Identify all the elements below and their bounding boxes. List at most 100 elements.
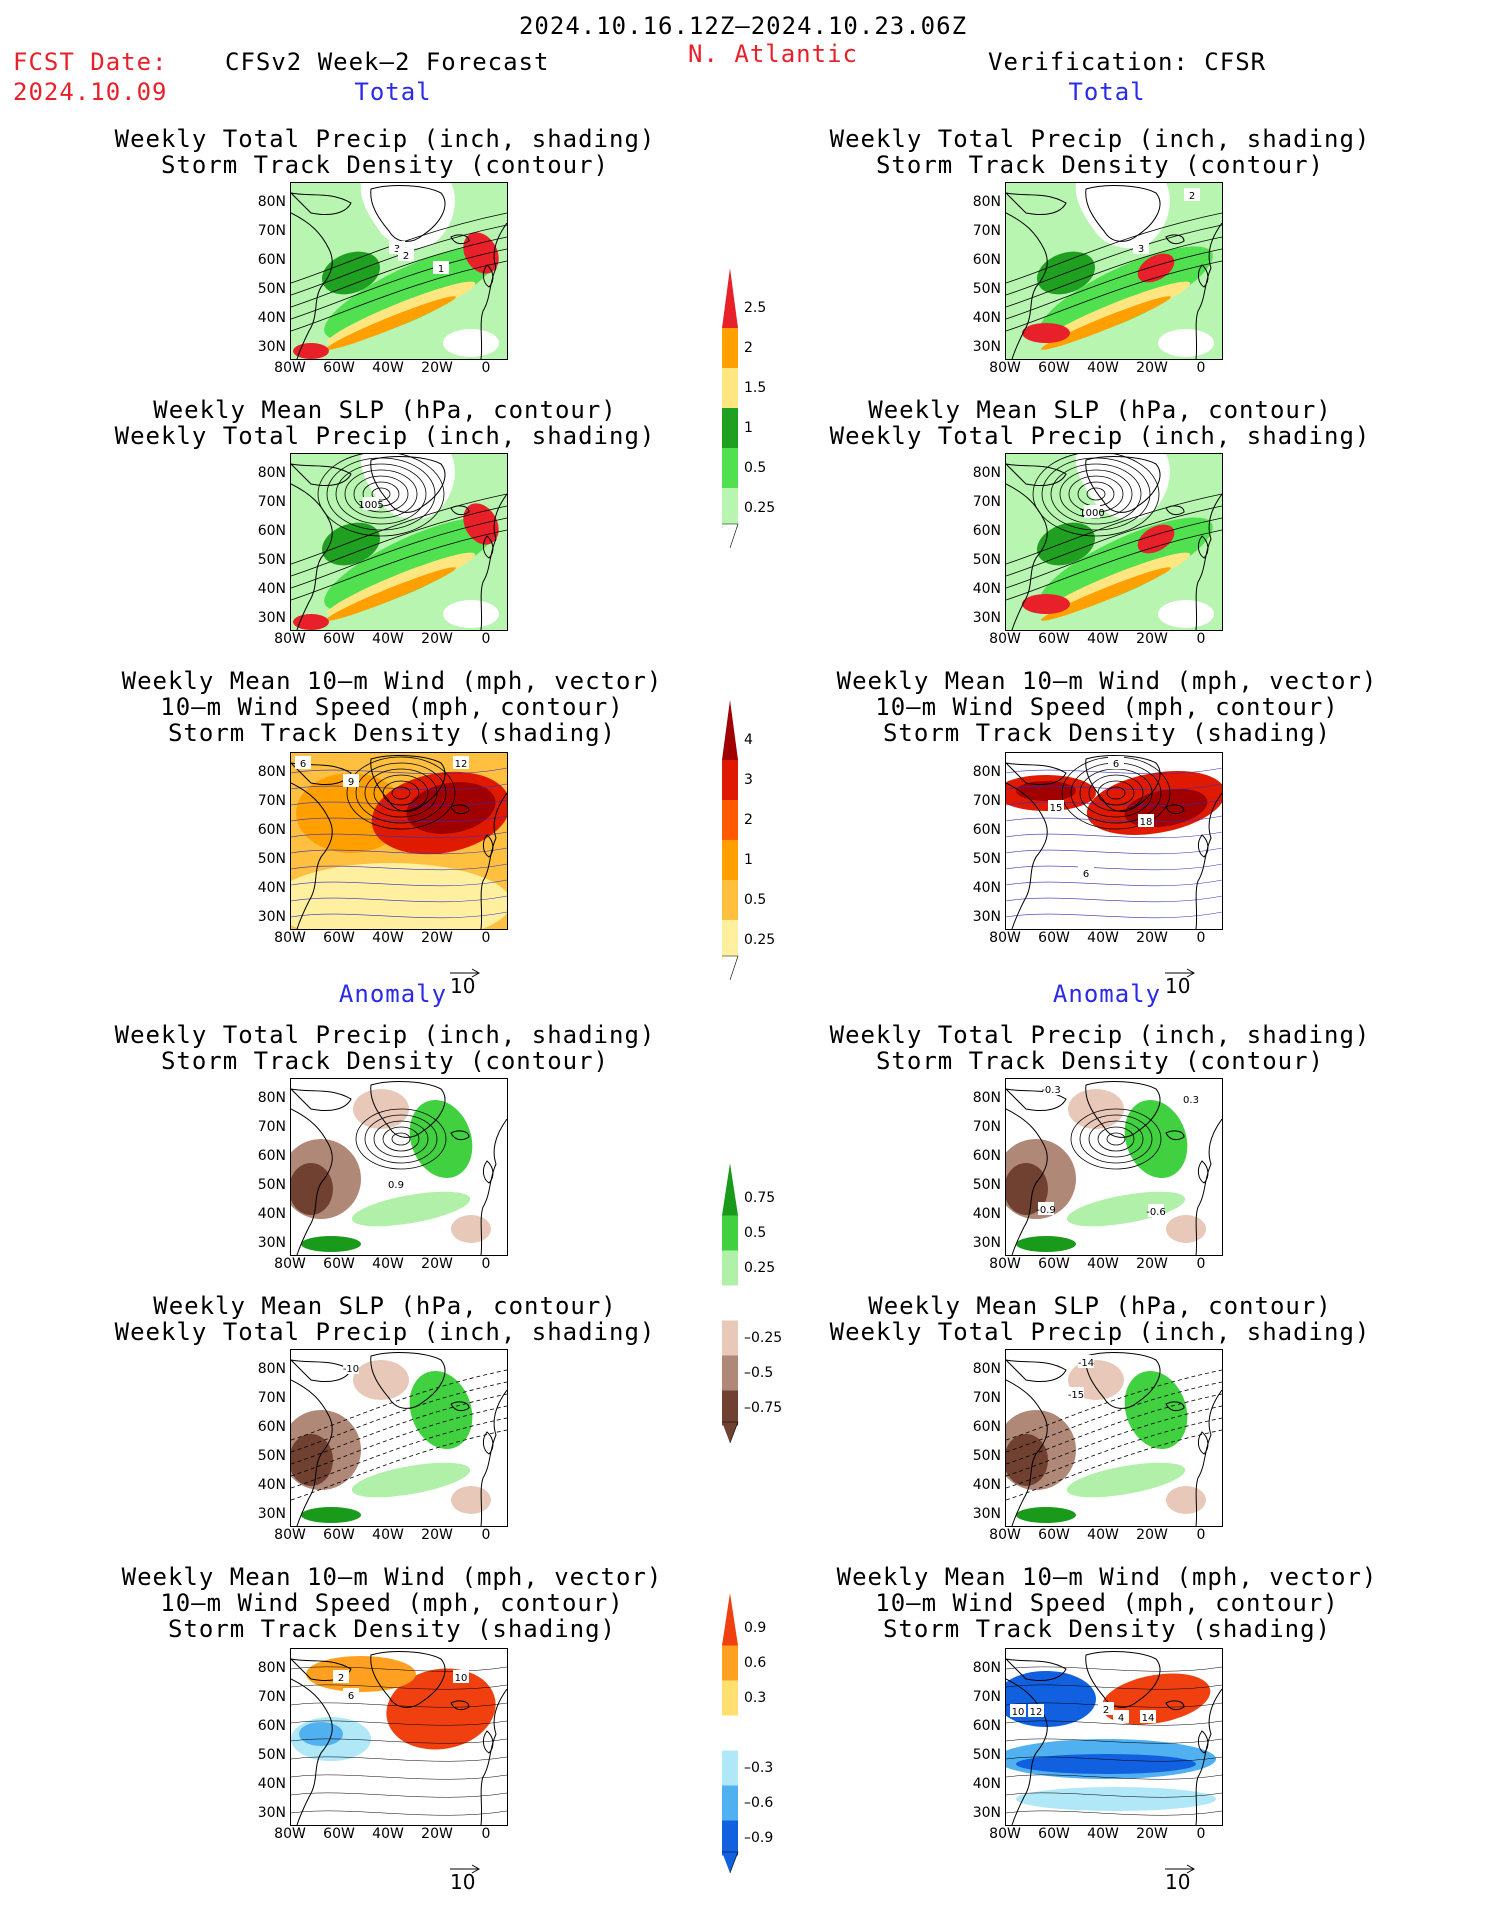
lat-tick-label: 30N xyxy=(972,909,1001,925)
lon-tick-label: 20W xyxy=(421,1826,453,1842)
colorbar-label: 0.5 xyxy=(744,892,767,908)
contour-label: 6 xyxy=(1078,866,1094,880)
lat-tick-label: 40N xyxy=(972,310,1001,326)
lat-tick-label: 60N xyxy=(972,1148,1001,1164)
wind-vector-streak xyxy=(291,847,507,855)
contour-label: 0.3 xyxy=(1183,1092,1199,1106)
shading-blob xyxy=(1006,1434,1048,1486)
contour-line xyxy=(291,1381,507,1453)
lat-tick-label: 50N xyxy=(972,1177,1001,1193)
svg-text:10: 10 xyxy=(455,1673,468,1684)
colorbar-segment xyxy=(722,1320,738,1356)
anomaly-label-left: Anomaly xyxy=(338,980,448,1008)
lon-tick-label: 20W xyxy=(421,360,453,376)
lon-tick-label: 60W xyxy=(323,1527,355,1543)
contour-label: 2 xyxy=(1098,1702,1114,1716)
colorbar-label: 0.75 xyxy=(744,1190,776,1206)
lat-tick-label: 80N xyxy=(972,764,1001,780)
total-label-left: Total xyxy=(354,78,432,106)
iceland-coast xyxy=(1165,234,1185,245)
lat-tick-label: 50N xyxy=(972,851,1001,867)
contour-label: 1000 xyxy=(1079,505,1105,519)
contour-line xyxy=(291,236,507,308)
greenland-coast xyxy=(370,456,446,513)
lon-tick-label: 40W xyxy=(1087,360,1119,376)
arctic-islands-coast xyxy=(1006,1359,1067,1383)
lat-tick-label: 50N xyxy=(257,1747,286,1763)
colorbar-segment xyxy=(722,1163,738,1216)
lon-tick-label: 60W xyxy=(323,631,355,647)
north-america-coast xyxy=(291,1379,333,1526)
wind-vector-streak xyxy=(291,799,507,807)
lon-tick-label: 20W xyxy=(1136,930,1168,946)
lat-tick-label: 60N xyxy=(257,523,286,539)
iceland-coast xyxy=(450,1401,470,1412)
contour-label: 3 xyxy=(1133,241,1149,255)
fcst-date-label: FCST Date: xyxy=(13,48,168,76)
lat-tick-label: 30N xyxy=(972,1235,1001,1251)
wind-vector-streak xyxy=(291,1774,507,1780)
colorbar-segment xyxy=(722,880,738,920)
colorbar-tail xyxy=(722,523,739,548)
contour-line xyxy=(1006,493,1222,565)
shading-blob xyxy=(324,246,498,340)
lon-tick-label: 80W xyxy=(274,1527,306,1543)
colorbar-label: 2.5 xyxy=(744,300,767,316)
shading-blob xyxy=(326,296,456,350)
lat-tick-label: 80N xyxy=(972,1090,1001,1106)
contour-ring xyxy=(344,469,418,519)
lon-tick-label: 40W xyxy=(372,1256,404,1272)
contour-line xyxy=(1006,505,1222,577)
lat-tick-label: 70N xyxy=(257,1390,286,1406)
contour-ring xyxy=(317,454,445,537)
contour-ring xyxy=(1086,487,1106,501)
lon-tick-label: 0 xyxy=(1196,1256,1206,1272)
map-panel-L2: 1005 xyxy=(290,453,508,631)
europe-africa-coast xyxy=(480,493,507,630)
contour-ring xyxy=(1106,786,1126,800)
shading-blob xyxy=(1041,567,1171,621)
lat-tick-label: 40N xyxy=(972,1776,1001,1792)
wind-vector-streak xyxy=(1006,1774,1222,1780)
svg-text:10: 10 xyxy=(1012,1707,1025,1718)
wind-vector-streak xyxy=(1006,911,1222,919)
north-america-coast xyxy=(1006,483,1048,630)
lon-tick-label: 60W xyxy=(323,1826,355,1842)
wind-vector-streak xyxy=(1006,895,1222,903)
british-isles-coast xyxy=(482,1431,494,1455)
colorbar-segment xyxy=(722,1785,738,1821)
contour-label: 6 xyxy=(343,1688,359,1702)
contour-ring xyxy=(391,1132,411,1146)
wind-vector-streak xyxy=(1006,783,1222,791)
map-panel-R5: -14 -15 xyxy=(1005,1349,1223,1527)
contour-ring xyxy=(353,475,409,513)
colorbar-segment xyxy=(722,1645,738,1681)
vector-reference-R6: 10 xyxy=(1165,1864,1195,1894)
lat-tick-label: 50N xyxy=(257,552,286,568)
lat-tick-label: 70N xyxy=(257,223,286,239)
map-panel-L5: -10 xyxy=(290,1349,508,1527)
wind-vector-streak xyxy=(291,1720,507,1726)
lon-tick-label: 80W xyxy=(274,930,306,946)
lat-tick-label: 40N xyxy=(257,880,286,896)
lon-tick-label: 0 xyxy=(1196,1826,1206,1842)
svg-text:-10: -10 xyxy=(343,1364,359,1375)
lat-tick-label: 60N xyxy=(972,252,1001,268)
contour-line xyxy=(291,212,507,284)
colorbar-label: 0.25 xyxy=(744,1260,776,1276)
lat-tick-label: 30N xyxy=(972,1506,1001,1522)
wind-vector-streak xyxy=(291,1792,507,1798)
british-isles-coast xyxy=(482,535,494,559)
contour-label: 2 xyxy=(1184,188,1200,202)
lon-tick-label: 20W xyxy=(421,930,453,946)
wind-vector-streak xyxy=(291,1810,507,1816)
greenland-coast xyxy=(1085,755,1161,812)
contour-label: -0.6 xyxy=(1146,1204,1166,1218)
colorbar-segment xyxy=(722,1750,738,1786)
arctic-islands-coast xyxy=(291,192,352,216)
wind-vector-streak xyxy=(291,911,507,919)
title-R2: Weekly Mean SLP (hPa, contour) Weekly Tot… xyxy=(829,396,1371,450)
lat-tick-label: 30N xyxy=(257,1805,286,1821)
contour-line xyxy=(291,1417,507,1489)
lat-tick-label: 50N xyxy=(257,1448,286,1464)
